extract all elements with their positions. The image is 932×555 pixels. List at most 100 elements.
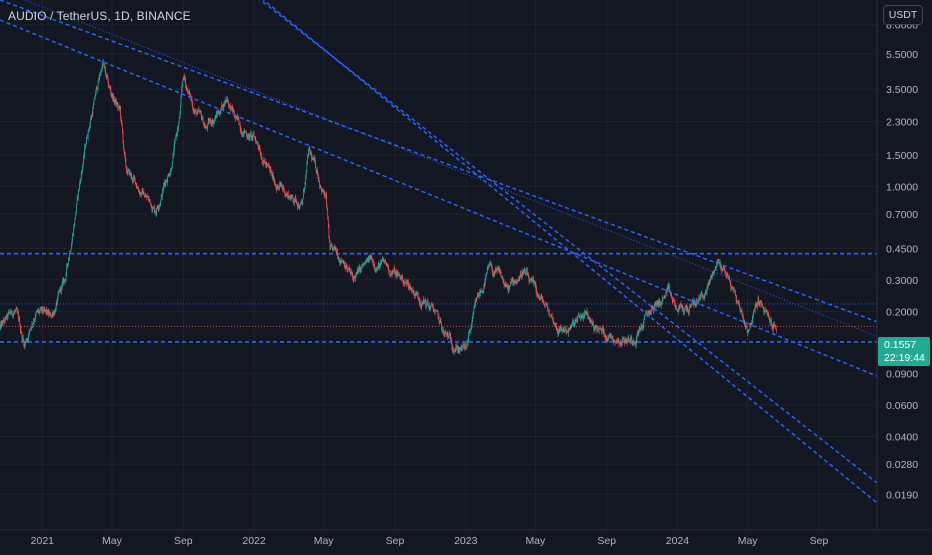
candle-body	[279, 187, 280, 188]
candle-body	[171, 169, 172, 170]
candle-body	[406, 282, 407, 283]
candle-body	[214, 120, 215, 121]
candle-body	[772, 325, 773, 327]
candle-body	[748, 330, 749, 333]
candle-body	[174, 147, 175, 154]
candle-body	[659, 301, 660, 303]
candle-body	[83, 157, 84, 164]
candle-body	[495, 271, 496, 274]
candle-body	[85, 145, 86, 147]
candle-body	[40, 309, 41, 311]
candle-body	[364, 263, 365, 264]
candle-body	[185, 80, 186, 85]
candle-body	[138, 188, 139, 189]
candle-body	[70, 252, 71, 253]
candle-body	[241, 131, 242, 134]
candle-body	[209, 122, 210, 123]
candle-body	[689, 307, 690, 311]
candle-body	[349, 269, 350, 271]
candle-body	[175, 137, 176, 138]
candle-body	[10, 312, 11, 313]
candle-body	[181, 97, 182, 106]
candle-body	[145, 197, 146, 198]
candle-body	[260, 148, 261, 152]
candle-body	[693, 300, 694, 302]
candle-body	[337, 252, 338, 256]
candle-body	[317, 170, 318, 175]
time-tick-label: Sep	[597, 535, 616, 547]
candle-body	[705, 294, 706, 295]
candle-body	[292, 195, 293, 196]
candle-body	[164, 183, 165, 186]
candle-body	[307, 157, 308, 162]
candle-body	[700, 295, 701, 297]
time-tick-label: 2023	[454, 535, 478, 547]
candle-body	[33, 322, 34, 323]
candle-body	[77, 197, 78, 198]
candle-body	[174, 142, 175, 148]
candle-body	[265, 161, 266, 164]
candle-body	[418, 298, 419, 299]
candle-body	[552, 318, 553, 319]
candle-body	[282, 186, 283, 188]
candle-body	[308, 150, 309, 157]
candle-body	[105, 70, 106, 75]
candle-body	[65, 280, 66, 281]
candle-body	[707, 287, 708, 292]
candle-body	[239, 120, 240, 124]
candle-body	[562, 330, 563, 331]
candle-body	[56, 303, 57, 308]
candle-body	[319, 181, 320, 185]
candle-body	[58, 294, 59, 298]
candle-body	[472, 320, 473, 326]
candle-body	[197, 112, 198, 114]
candle-body	[163, 190, 164, 191]
time-tick-label: May	[314, 535, 335, 547]
candle-body	[776, 326, 777, 329]
candle-body	[293, 199, 294, 201]
candle-body	[759, 303, 760, 306]
candle-body	[378, 266, 379, 269]
symbol-title[interactable]: AUDIO / TetherUS, 1D, BINANCE	[8, 9, 191, 23]
candle-body	[303, 192, 304, 199]
candle-body	[264, 160, 265, 161]
candle-body	[18, 312, 19, 313]
candle-body	[521, 274, 522, 276]
candle-body	[413, 290, 414, 294]
candle-body	[86, 138, 87, 144]
candle-body	[366, 260, 367, 262]
candle-body	[126, 167, 127, 169]
candle-body	[439, 317, 440, 322]
candle-body	[222, 104, 223, 106]
candle-body	[525, 274, 526, 275]
candle-body	[261, 156, 262, 160]
candle-body	[355, 276, 356, 278]
candle-body	[67, 264, 68, 266]
candle-body	[87, 137, 88, 138]
candle-body	[563, 328, 564, 330]
candle-body	[144, 195, 145, 197]
candle-body	[172, 162, 173, 169]
candle-body	[504, 282, 505, 285]
candle-body	[122, 125, 123, 131]
candle-body	[386, 263, 387, 264]
candle-body	[456, 348, 457, 351]
candle-body	[527, 270, 528, 273]
currency-button[interactable]: USDT	[883, 5, 923, 25]
price-tick-label: 0.3000	[886, 275, 918, 287]
candle-body	[330, 247, 331, 249]
candle-body	[644, 317, 645, 320]
candle-body	[574, 322, 575, 324]
candle-body	[594, 327, 595, 331]
candle-body	[641, 325, 642, 327]
candle-body	[271, 169, 272, 173]
candle-body	[753, 313, 754, 317]
candle-body	[192, 104, 193, 107]
candle-body	[669, 285, 670, 290]
candle-body	[135, 182, 136, 183]
candle-body	[370, 256, 371, 259]
candle-body	[178, 124, 179, 128]
candle-body	[750, 324, 751, 330]
